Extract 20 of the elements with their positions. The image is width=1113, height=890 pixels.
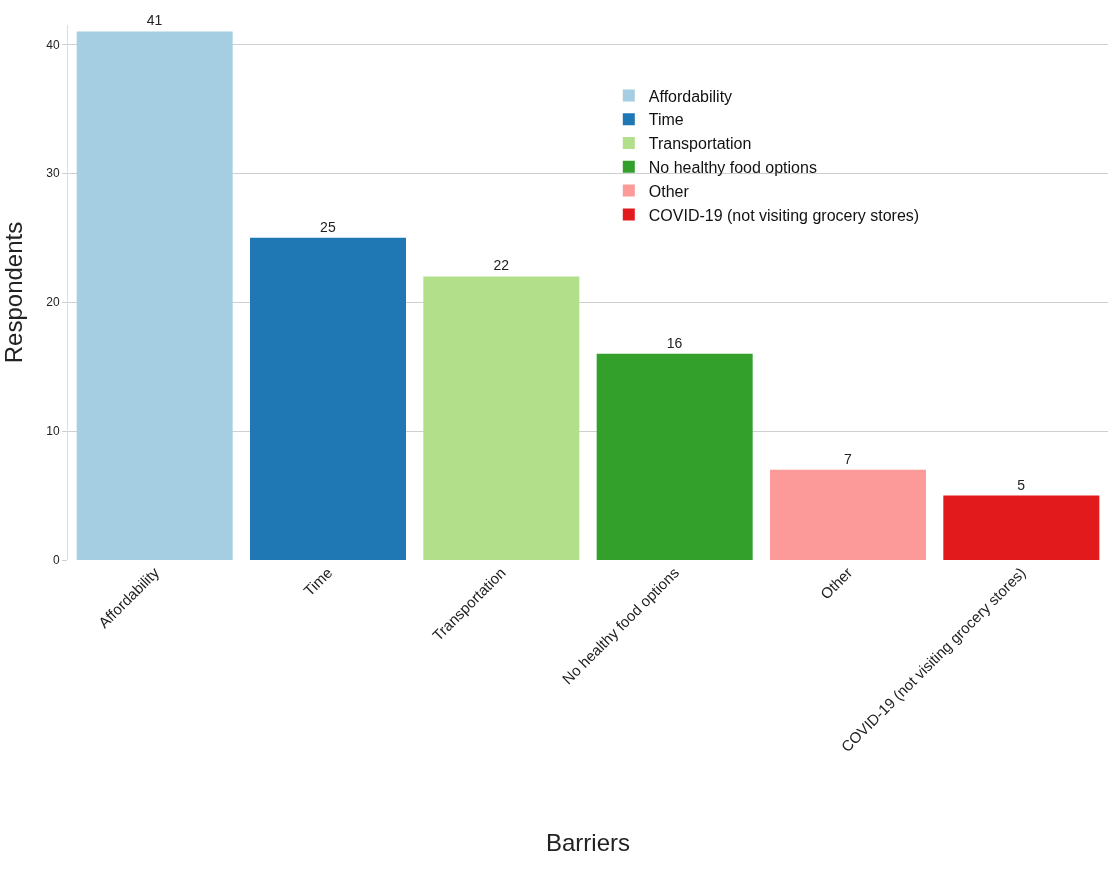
legend-label: COVID-19 (not visiting grocery stores) xyxy=(648,206,920,224)
data-label: 41 xyxy=(146,12,163,29)
legend-label: No healthy food options xyxy=(648,159,817,177)
x-tick-label: Time xyxy=(300,563,336,600)
y-axis-title: Respondents xyxy=(0,221,27,364)
legend-label: Other xyxy=(648,182,690,200)
y-tick-label: 40 xyxy=(46,37,60,52)
y-tick-label: 30 xyxy=(46,166,60,181)
legend-label: Transportation xyxy=(648,135,752,153)
data-label: 7 xyxy=(844,450,852,467)
legend-label: Affordability xyxy=(648,87,733,105)
legend-label: Time xyxy=(648,111,684,129)
x-axis-title: Barriers xyxy=(545,829,631,857)
data-label: 5 xyxy=(1017,476,1026,493)
data-label: 25 xyxy=(320,218,336,235)
y-tick-label: 10 xyxy=(46,424,60,439)
data-label: 22 xyxy=(493,257,510,274)
y-tick-label: 0 xyxy=(52,553,60,568)
data-label: 16 xyxy=(666,334,683,351)
y-tick-label: 20 xyxy=(46,295,60,310)
